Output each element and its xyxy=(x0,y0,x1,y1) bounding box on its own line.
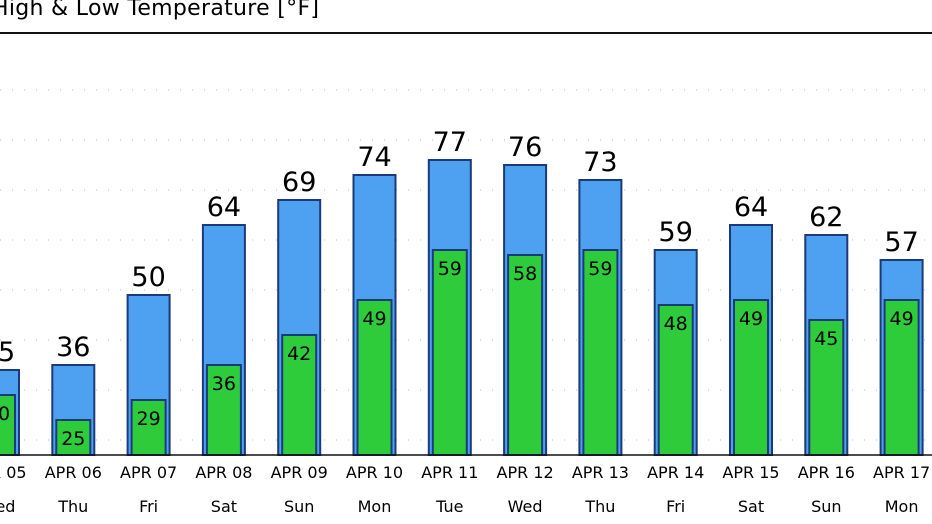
high-value-label: 64 xyxy=(207,192,241,223)
low-value-label: 29 xyxy=(137,408,161,430)
labels-layer: 35 30 36 25 50 29 64 36 69 42 74 49 77 59 76 58 73 59 59 48… xyxy=(0,127,919,450)
low-value-label: 49 xyxy=(890,308,914,330)
day-tick-label: Sat xyxy=(738,497,764,516)
low-bar xyxy=(356,299,393,456)
day-tick-label: Thu xyxy=(57,497,88,516)
date-tick-label: APR 05 xyxy=(0,463,27,482)
low-bar xyxy=(883,299,920,456)
date-tick-label: APR 08 xyxy=(195,463,252,482)
high-value-label: 59 xyxy=(659,217,693,248)
high-value-label: 57 xyxy=(884,227,918,258)
high-value-label: 35 xyxy=(0,337,15,368)
low-value-label: 25 xyxy=(61,428,85,450)
date-tick-label: APR 12 xyxy=(497,463,554,482)
low-bar xyxy=(733,299,769,456)
high-value-label: 36 xyxy=(56,332,90,363)
day-tick-label: Mon xyxy=(885,497,919,516)
date-tick-label: APR 09 xyxy=(271,463,328,482)
low-value-label: 49 xyxy=(362,308,386,330)
axis-layer: APR 05 Wed APR 06 Thu APR 07 Fri APR 08 Sat APR … xyxy=(0,454,932,516)
low-bar xyxy=(55,419,92,456)
day-tick-label: Tue xyxy=(435,497,463,516)
low-bar xyxy=(281,334,318,456)
day-tick-label: Wed xyxy=(508,497,543,516)
high-value-label: 50 xyxy=(131,262,165,293)
date-tick-label: APR 13 xyxy=(572,463,629,482)
bars-layer xyxy=(0,159,924,456)
low-value-label: 36 xyxy=(212,373,236,395)
high-value-label: 77 xyxy=(433,127,467,158)
day-tick-label: Mon xyxy=(358,497,392,516)
date-tick-label: APR 15 xyxy=(722,463,779,482)
low-bar xyxy=(130,399,167,456)
date-tick-label: APR 16 xyxy=(798,463,855,482)
day-tick-label: Sun xyxy=(284,497,314,516)
high-value-label: 73 xyxy=(583,147,617,178)
date-tick-label: APR 10 xyxy=(346,463,403,482)
date-tick-label: APR 07 xyxy=(120,463,177,482)
high-value-label: 74 xyxy=(357,142,391,173)
low-bar xyxy=(431,249,468,456)
low-bar xyxy=(582,249,619,456)
low-value-label: 59 xyxy=(438,258,462,280)
low-value-label: 59 xyxy=(588,258,612,280)
day-tick-label: Thu xyxy=(584,497,615,516)
low-bar xyxy=(205,364,242,456)
high-value-label: 64 xyxy=(734,192,768,223)
low-value-label: 48 xyxy=(664,313,688,335)
day-tick-label: Sun xyxy=(811,497,841,516)
high-value-label: 76 xyxy=(508,132,542,163)
date-tick-label: APR 11 xyxy=(421,463,478,482)
chart-title: High & Low Temperature [°F] xyxy=(0,0,320,21)
low-value-label: 45 xyxy=(814,328,838,350)
day-tick-label: Fri xyxy=(666,497,685,516)
high-value-label: 69 xyxy=(282,167,316,198)
date-tick-label: APR 14 xyxy=(647,463,704,482)
low-bar xyxy=(507,254,544,456)
low-value-label: 42 xyxy=(287,343,311,365)
low-bar xyxy=(657,304,694,456)
high-value-label: 62 xyxy=(809,202,843,233)
low-bar xyxy=(0,394,16,456)
day-tick-label: Sat xyxy=(211,497,237,516)
low-value-label: 58 xyxy=(513,263,537,285)
day-tick-label: Fri xyxy=(139,497,158,516)
low-bar xyxy=(808,319,845,456)
low-value-label: 30 xyxy=(0,403,10,425)
day-tick-label: Wed xyxy=(0,497,15,516)
date-tick-label: APR 17 xyxy=(873,463,930,482)
date-tick-label: APR 06 xyxy=(45,463,102,482)
low-value-label: 49 xyxy=(739,308,763,330)
